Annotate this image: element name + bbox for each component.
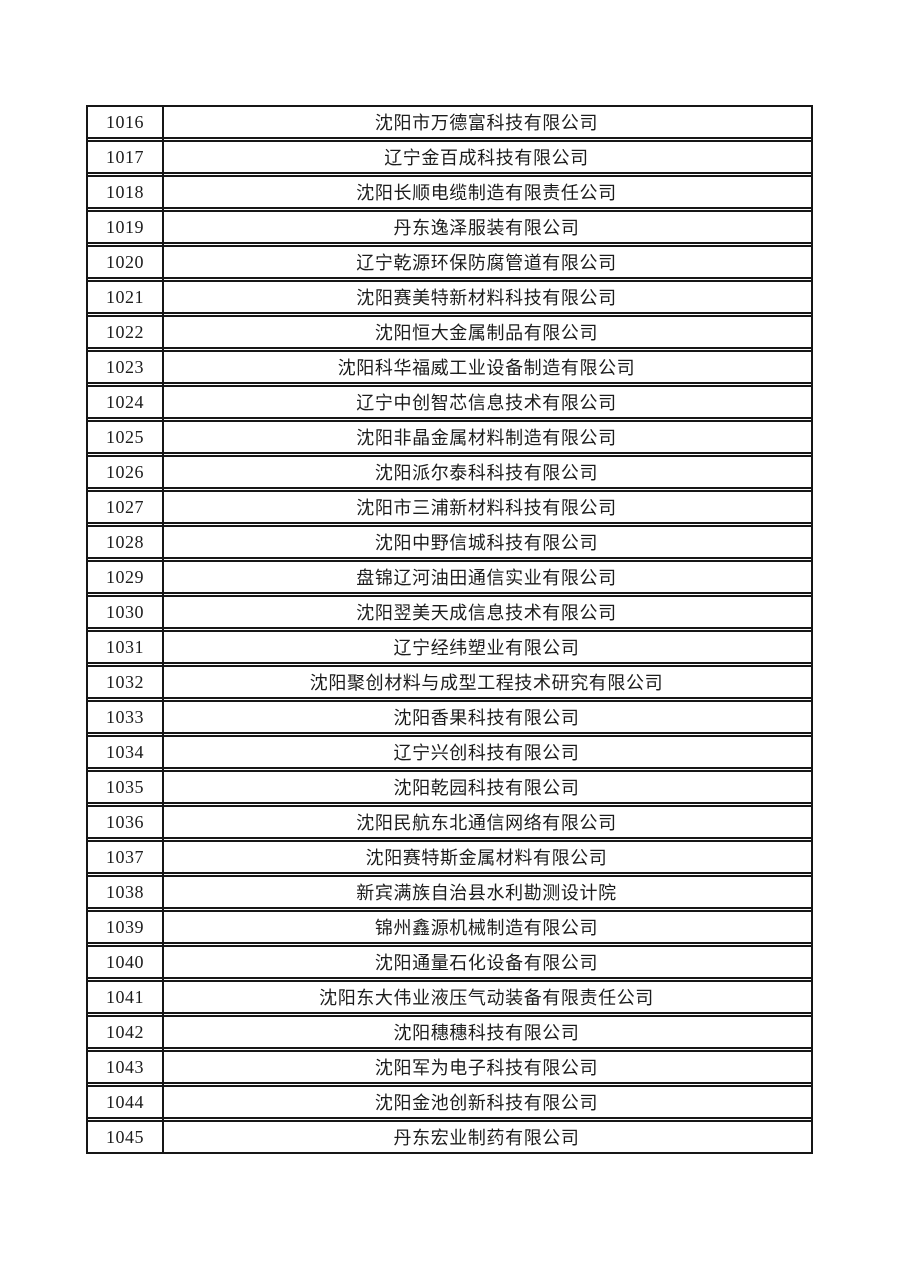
company-name: 沈阳乾园科技有限公司 [393,778,580,798]
table-row: 1024 辽宁中创智芯信息技术有限公司 [88,385,811,419]
table-row: 1042 沈阳穗穗科技有限公司 [88,1015,811,1049]
row-number: 1024 [106,391,144,412]
table-row: 1035 沈阳乾园科技有限公司 [88,770,811,804]
table-row: 1032 沈阳聚创材料与成型工程技术研究有限公司 [88,665,811,699]
company-name: 沈阳市三浦新材料科技有限公司 [356,498,617,518]
table-row: 1041 沈阳东大伟业液压气动装备有限责任公司 [88,980,811,1014]
table-row: 1026 沈阳派尔泰科科技有限公司 [88,455,811,489]
company-name: 丹东宏业制药有限公司 [393,1128,580,1148]
table-row: 1023 沈阳科华福威工业设备制造有限公司 [88,350,811,384]
row-number: 1022 [106,321,144,342]
row-number: 1020 [106,251,144,272]
company-name: 沈阳通量石化设备有限公司 [374,953,599,973]
table-row: 1038 新宾满族自治县水利勘测设计院 [88,875,811,909]
row-number: 1021 [106,286,144,307]
table-row: 1022 沈阳恒大金属制品有限公司 [88,315,811,349]
table-row: 1028 沈阳中野信城科技有限公司 [88,525,811,559]
row-number: 1019 [106,216,144,237]
row-number: 1031 [106,636,144,657]
row-number: 1044 [106,1091,144,1112]
company-name: 沈阳赛特斯金属材料有限公司 [365,848,608,868]
row-number: 1038 [106,881,144,902]
company-name: 沈阳赛美特新材料科技有限公司 [356,288,617,308]
row-number: 1035 [106,776,144,797]
company-name: 辽宁中创智芯信息技术有限公司 [356,393,617,413]
company-name: 沈阳穗穗科技有限公司 [393,1023,580,1043]
company-name: 辽宁经纬塑业有限公司 [393,638,580,658]
row-number: 1018 [106,181,144,202]
row-number: 1023 [106,356,144,377]
company-name: 沈阳非晶金属材料制造有限公司 [356,428,617,448]
row-number: 1026 [106,461,144,482]
company-name: 沈阳聚创材料与成型工程技术研究有限公司 [309,673,664,693]
row-number: 1025 [106,426,144,447]
row-number: 1030 [106,601,144,622]
row-number: 1033 [106,706,144,727]
company-table: 1016 沈阳市万德富科技有限公司 1017 辽宁金百成科技有限公司 1018 沈阳长顺电… [86,105,813,1154]
row-number: 1027 [106,496,144,517]
row-number: 1042 [106,1021,144,1042]
company-name: 锦州鑫源机械制造有限公司 [374,918,599,938]
company-name: 辽宁乾源环保防腐管道有限公司 [356,253,617,273]
table-row: 1030 沈阳翌美天成信息技术有限公司 [88,595,811,629]
row-number: 1017 [106,146,144,167]
row-number: 1036 [106,811,144,832]
company-name: 沈阳翌美天成信息技术有限公司 [356,603,617,623]
table-row: 1019 丹东逸泽服装有限公司 [88,210,811,244]
column-divider-line [162,105,164,1154]
table-row: 1021 沈阳赛美特新材料科技有限公司 [88,280,811,314]
table-row: 1017 辽宁金百成科技有限公司 [88,140,811,174]
row-number: 1016 [106,111,144,132]
company-name: 沈阳香果科技有限公司 [393,708,580,728]
row-number: 1043 [106,1056,144,1077]
row-number: 1032 [106,671,144,692]
table-row: 1034 辽宁兴创科技有限公司 [88,735,811,769]
company-name: 辽宁兴创科技有限公司 [393,743,580,763]
table-row: 1033 沈阳香果科技有限公司 [88,700,811,734]
company-name: 沈阳军为电子科技有限公司 [374,1058,599,1078]
company-name: 沈阳科华福威工业设备制造有限公司 [337,358,636,378]
company-name: 沈阳中野信城科技有限公司 [374,533,599,553]
company-name: 沈阳派尔泰科科技有限公司 [374,463,599,483]
company-name: 沈阳市万德富科技有限公司 [374,113,599,133]
row-number: 1029 [106,566,144,587]
table-row: 1037 沈阳赛特斯金属材料有限公司 [88,840,811,874]
row-number: 1045 [106,1126,144,1147]
company-name: 沈阳民航东北通信网络有限公司 [356,813,617,833]
company-name: 新宾满族自治县水利勘测设计院 [356,883,617,903]
company-name: 沈阳金池创新科技有限公司 [374,1093,599,1113]
company-name: 辽宁金百成科技有限公司 [384,148,589,168]
company-name: 丹东逸泽服装有限公司 [393,218,580,238]
table-row: 1044 沈阳金池创新科技有限公司 [88,1085,811,1119]
row-number: 1034 [106,741,144,762]
row-number: 1039 [106,916,144,937]
table-row: 1045 丹东宏业制药有限公司 [88,1120,811,1154]
table-row: 1016 沈阳市万德富科技有限公司 [88,105,811,139]
table-row: 1043 沈阳军为电子科技有限公司 [88,1050,811,1084]
company-name: 盘锦辽河油田通信实业有限公司 [356,568,617,588]
table-row: 1036 沈阳民航东北通信网络有限公司 [88,805,811,839]
table-row: 1020 辽宁乾源环保防腐管道有限公司 [88,245,811,279]
company-name: 沈阳恒大金属制品有限公司 [374,323,599,343]
row-number: 1041 [106,986,144,1007]
row-number: 1040 [106,951,144,972]
table-row: 1039 锦州鑫源机械制造有限公司 [88,910,811,944]
row-number: 1037 [106,846,144,867]
table-body: 1016 沈阳市万德富科技有限公司 1017 辽宁金百成科技有限公司 1018 沈阳长顺电… [88,105,811,1154]
table-row: 1029 盘锦辽河油田通信实业有限公司 [88,560,811,594]
company-name: 沈阳东大伟业液压气动装备有限责任公司 [319,988,654,1008]
table-row: 1018 沈阳长顺电缆制造有限责任公司 [88,175,811,209]
table-row: 1025 沈阳非晶金属材料制造有限公司 [88,420,811,454]
table-row: 1027 沈阳市三浦新材料科技有限公司 [88,490,811,524]
company-name: 沈阳长顺电缆制造有限责任公司 [356,183,617,203]
table-row: 1040 沈阳通量石化设备有限公司 [88,945,811,979]
row-number: 1028 [106,531,144,552]
table-row: 1031 辽宁经纬塑业有限公司 [88,630,811,664]
